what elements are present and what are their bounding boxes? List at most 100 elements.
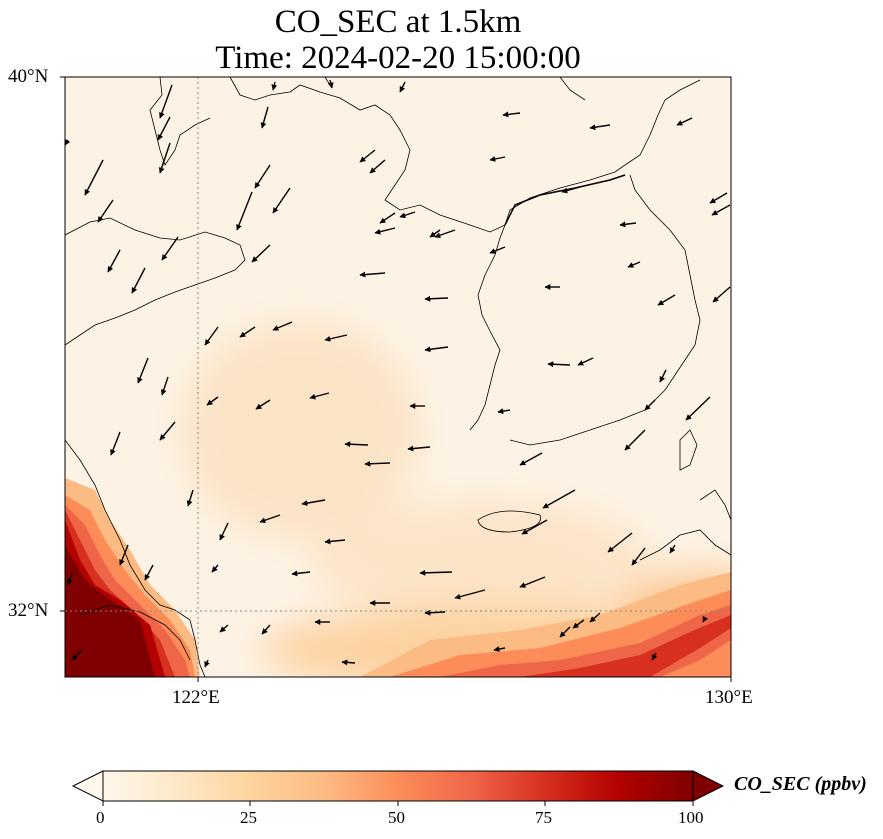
wind-vectors (64, 79, 731, 668)
wind-arrow (260, 106, 269, 129)
wind-arrow (502, 111, 521, 118)
colorbar-tick-25: 25 (240, 808, 257, 827)
wind-arrow (399, 81, 406, 93)
wind-arrow (107, 249, 121, 273)
wind-arrow (644, 399, 656, 411)
wind-arrow (261, 624, 271, 635)
wind-arrow (424, 346, 449, 353)
tick-marks (60, 76, 732, 682)
wind-arrow (419, 569, 453, 576)
wind-arrow (359, 149, 376, 163)
wind-arrow (627, 261, 641, 268)
wind-arrow (84, 159, 104, 196)
lat-tick-40: 40°N (8, 66, 49, 87)
wind-arrow (542, 489, 576, 509)
wind-arrow (374, 227, 396, 235)
wind-arrow (631, 547, 646, 566)
wind-arrow (301, 499, 326, 506)
wind-arrow (157, 116, 171, 141)
wind-arrow (219, 624, 229, 633)
wind-arrow (144, 564, 154, 581)
wind-arrow (407, 445, 431, 452)
wind-arrow (577, 357, 594, 366)
lat-tick-32: 32°N (8, 600, 49, 621)
wind-arrow (206, 396, 219, 406)
wind-arrow (255, 399, 271, 410)
wind-arrow (561, 186, 581, 194)
map-title-line2: Time: 2024-02-20 15:00:00 (215, 40, 581, 76)
wind-arrow (324, 334, 348, 342)
wind-arrow (344, 441, 369, 448)
wind-arrow (186, 489, 194, 507)
wind-arrow (341, 659, 356, 666)
wind-arrow (291, 570, 311, 577)
wind-arrow (624, 429, 646, 451)
wind-arrow (519, 452, 543, 466)
wind-arrow (359, 271, 386, 278)
coastlines (65, 77, 731, 677)
wind-arrow (239, 326, 256, 338)
map-title-line1: CO_SEC at 1.5km (274, 4, 522, 40)
colorbar-tick-50: 50 (388, 808, 405, 827)
wind-arrow (424, 295, 449, 302)
wind-arrow (137, 357, 149, 384)
wind-arrow (559, 626, 571, 638)
wind-arrow (97, 199, 114, 223)
wind-arrow (236, 191, 253, 231)
colorbar-label: CO_SEC (ppbv) (734, 773, 867, 795)
colorbar-tick-0: 0 (96, 808, 105, 827)
wind-arrow (379, 212, 396, 224)
wind-arrow (309, 392, 330, 400)
wind-arrow (489, 156, 506, 162)
wind-arrow (572, 619, 585, 629)
wind-arrow (251, 244, 271, 263)
wind-arrow (159, 84, 173, 119)
wind-arrow (521, 519, 548, 535)
colorbar-tick-100: 100 (678, 808, 704, 827)
wind-arrow (158, 142, 171, 174)
wind-arrow (676, 117, 693, 126)
colorbar-tick-marks (102, 801, 694, 806)
wind-arrow (219, 522, 229, 541)
wind-arrow (659, 369, 667, 383)
wind-arrow (119, 544, 129, 566)
wind-arrow (489, 246, 506, 254)
wind-arrow (160, 376, 169, 396)
colorbar-extend-high (692, 770, 725, 802)
wind-arrow (424, 609, 446, 616)
wind-arrow (619, 221, 637, 228)
wind-arrow (685, 396, 711, 421)
wind-arrow (709, 192, 728, 204)
wind-arrow (364, 460, 391, 467)
wind-arrow (607, 532, 633, 553)
wind-arrow (657, 294, 676, 306)
wind-arrow (259, 514, 281, 524)
gridlines (65, 77, 731, 677)
wind-arrow (324, 538, 346, 545)
wind-arrow (161, 236, 179, 261)
wind-arrow (204, 659, 210, 668)
wind-arrow (211, 564, 219, 573)
wind-arrow (204, 326, 219, 346)
wind-arrow (493, 646, 506, 652)
colorbar-extend-low (71, 770, 104, 802)
wind-arrow (497, 408, 511, 415)
wind-arrow (651, 652, 658, 661)
wind-arrow (669, 544, 676, 554)
wind-arrow (271, 81, 278, 91)
wind-arrow (369, 159, 386, 174)
wind-arrow (254, 164, 271, 189)
wind-arrow (712, 286, 731, 303)
wind-arrow (547, 361, 571, 368)
wind-arrow (434, 229, 456, 239)
lon-tick-122: 122°E (172, 687, 220, 708)
wind-arrow (159, 421, 176, 441)
lon-tick-130: 130°E (705, 687, 753, 708)
wind-arrow (589, 612, 601, 623)
map-frame (64, 76, 732, 678)
wind-arrow (711, 204, 731, 216)
wind-arrow (110, 431, 121, 456)
wind-arrow (66, 572, 73, 586)
wind-arrow (327, 79, 334, 89)
